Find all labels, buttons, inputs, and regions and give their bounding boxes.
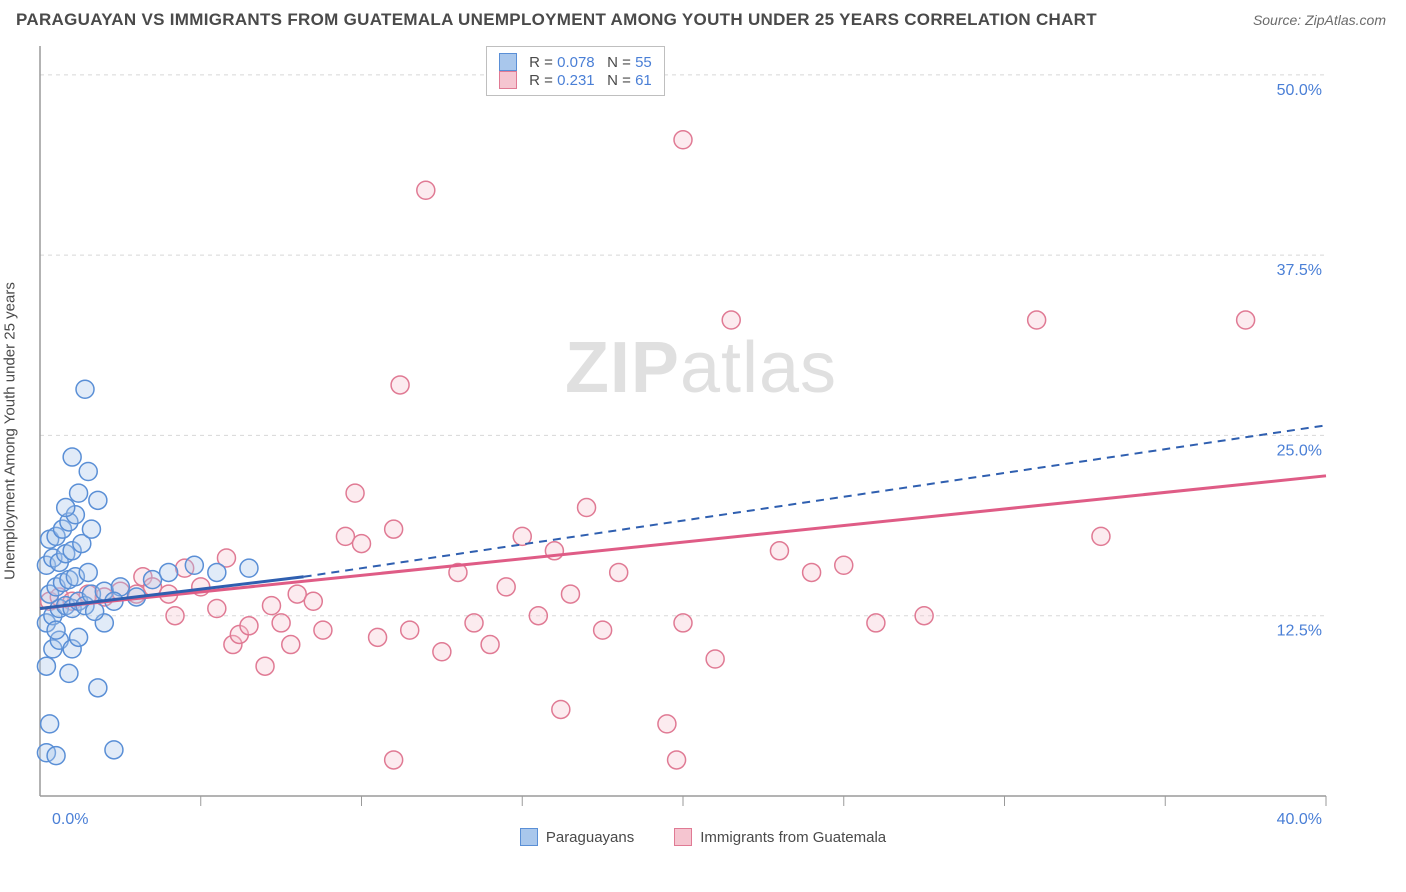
paraguayans-point (47, 621, 65, 639)
chart-header: PARAGUAYAN VS IMMIGRANTS FROM GUATEMALA … (0, 0, 1406, 36)
guatemala-point (208, 600, 226, 618)
paraguayans-point (76, 380, 94, 398)
guatemala-swatch-icon (499, 71, 517, 89)
guatemala-point (391, 376, 409, 394)
guatemala-point (346, 484, 364, 502)
legend-label: Immigrants from Guatemala (700, 829, 886, 846)
guatemala-point (867, 614, 885, 632)
paraguayans-swatch-icon (499, 53, 517, 71)
paraguayans-point (105, 741, 123, 759)
stats-row-paraguayans: R = 0.078 N = 55 (499, 53, 652, 71)
legend-item: Paraguayans (520, 828, 634, 846)
paraguayans-point (47, 747, 65, 765)
guatemala-point (166, 607, 184, 625)
guatemala-point (288, 585, 306, 603)
paraguayans-point (41, 715, 59, 733)
guatemala-point (722, 311, 740, 329)
y-axis-label: Unemployment Among Youth under 25 years (2, 282, 19, 580)
stats-row-guatemala: R = 0.231 N = 61 (499, 71, 652, 89)
guatemala-point (272, 614, 290, 632)
legend-label: Paraguayans (546, 829, 634, 846)
paraguayans-point (37, 657, 55, 675)
paraguayans-point (60, 664, 78, 682)
guatemala-point (658, 715, 676, 733)
guatemala-point (433, 643, 451, 661)
paraguayans-point (57, 499, 75, 517)
paraguayans-point (86, 602, 104, 620)
chart-container: Unemployment Among Youth under 25 years … (16, 36, 1386, 826)
guatemala-point (1092, 527, 1110, 545)
legend-swatch-icon (674, 828, 692, 846)
guatemala-trend-line (40, 476, 1326, 609)
guatemala-point (369, 628, 387, 646)
paraguayans-point (185, 556, 203, 574)
paraguayan-trend-extension (304, 425, 1326, 576)
guatemala-point (336, 527, 354, 545)
svg-text:12.5%: 12.5% (1277, 623, 1322, 640)
guatemala-point (561, 585, 579, 603)
legend-bottom: Paraguayans Immigrants from Guatemala (0, 828, 1406, 846)
paraguayans-point (82, 520, 100, 538)
svg-text:37.5%: 37.5% (1277, 262, 1322, 279)
guatemala-point (552, 700, 570, 718)
guatemala-point (465, 614, 483, 632)
guatemala-point (385, 751, 403, 769)
chart-source: Source: ZipAtlas.com (1253, 12, 1386, 28)
guatemala-point (915, 607, 933, 625)
guatemala-point (385, 520, 403, 538)
guatemala-point (256, 657, 274, 675)
paraguayans-point (208, 563, 226, 581)
guatemala-point (529, 607, 547, 625)
svg-text:25.0%: 25.0% (1277, 442, 1322, 459)
guatemala-point (262, 597, 280, 615)
paraguayans-point (79, 462, 97, 480)
guatemala-point (401, 621, 419, 639)
svg-text:0.0%: 0.0% (52, 811, 88, 826)
paraguayans-point (89, 679, 107, 697)
guatemala-point (668, 751, 686, 769)
guatemala-point (304, 592, 322, 610)
guatemala-point (594, 621, 612, 639)
guatemala-point (770, 542, 788, 560)
guatemala-point (314, 621, 332, 639)
paraguayans-point (70, 484, 88, 502)
guatemala-point (353, 535, 371, 553)
svg-text:50.0%: 50.0% (1277, 82, 1322, 99)
legend-item: Immigrants from Guatemala (674, 828, 886, 846)
paraguayans-point (63, 448, 81, 466)
legend-swatch-icon (520, 828, 538, 846)
guatemala-point (835, 556, 853, 574)
paraguayans-point (160, 563, 178, 581)
guatemala-point (674, 131, 692, 149)
guatemala-point (497, 578, 515, 596)
guatemala-point (1028, 311, 1046, 329)
guatemala-point (578, 499, 596, 517)
paraguayans-point (144, 571, 162, 589)
guatemala-point (1237, 311, 1255, 329)
guatemala-point (706, 650, 724, 668)
paraguayans-point (240, 559, 258, 577)
chart-title: PARAGUAYAN VS IMMIGRANTS FROM GUATEMALA … (16, 10, 1097, 30)
stats-legend-box: R = 0.078 N = 55 R = 0.231 N = 61 (486, 46, 665, 96)
guatemala-point (803, 563, 821, 581)
guatemala-point (282, 636, 300, 654)
guatemala-point (481, 636, 499, 654)
guatemala-point (417, 181, 435, 199)
guatemala-point (610, 563, 628, 581)
paraguayans-point (70, 628, 88, 646)
svg-text:40.0%: 40.0% (1277, 811, 1322, 826)
paraguayans-point (89, 491, 107, 509)
guatemala-point (674, 614, 692, 632)
guatemala-point (240, 617, 258, 635)
paraguayans-point (79, 563, 97, 581)
scatter-chart: 12.5% 25.0% 37.5% 50.0% 0.0% 40.0% (16, 36, 1346, 826)
